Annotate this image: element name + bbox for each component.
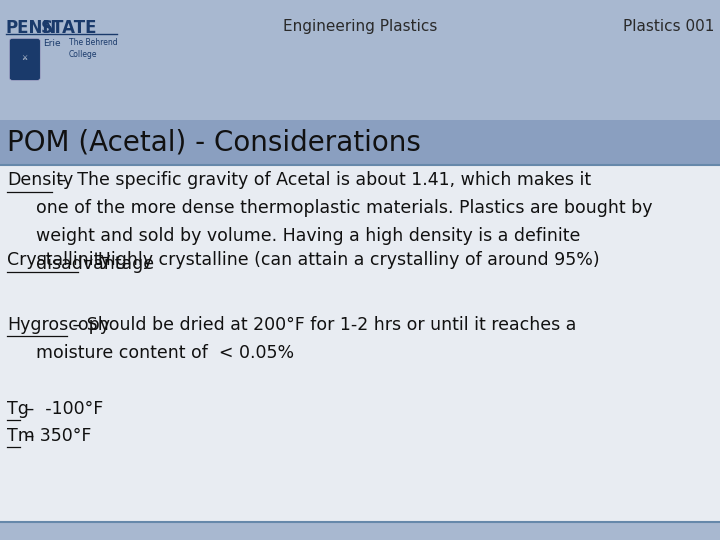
- Text: Erie: Erie: [43, 39, 60, 48]
- Text: ⚔: ⚔: [22, 55, 27, 62]
- Text: – Highly crystalline (can attain a crystalliny of around 95%): – Highly crystalline (can attain a cryst…: [78, 251, 599, 269]
- Bar: [0, 0, 720, 120]
- Text: – 350°F: – 350°F: [20, 427, 91, 444]
- Text: Hygroscopy: Hygroscopy: [7, 316, 110, 334]
- Text: PENN: PENN: [6, 19, 57, 37]
- Text: Crystallinity: Crystallinity: [7, 251, 111, 269]
- Text: Engineering Plastics: Engineering Plastics: [283, 19, 437, 34]
- Text: Tm: Tm: [7, 427, 35, 444]
- Text: Plastics 001: Plastics 001: [623, 19, 714, 34]
- Text: – Should be dried at 200°F for 1-2 hrs or until it reaches a: – Should be dried at 200°F for 1-2 hrs o…: [67, 316, 576, 334]
- Bar: [0, 120, 720, 165]
- Text: disadvantage: disadvantage: [36, 255, 154, 273]
- Text: Density: Density: [7, 171, 73, 189]
- Text: STATE: STATE: [40, 19, 96, 37]
- Bar: [0, 165, 720, 522]
- Text: moisture content of  < 0.05%: moisture content of < 0.05%: [36, 344, 294, 362]
- Bar: [0, 522, 720, 540]
- Text: –  The specific gravity of Acetal is about 1.41, which makes it: – The specific gravity of Acetal is abou…: [52, 171, 591, 189]
- FancyBboxPatch shape: [9, 38, 40, 80]
- Text: The Behrend
College: The Behrend College: [69, 38, 118, 59]
- Text: weight and sold by volume. Having a high density is a definite: weight and sold by volume. Having a high…: [36, 227, 580, 245]
- Text: one of the more dense thermoplastic materials. Plastics are bought by: one of the more dense thermoplastic mate…: [36, 199, 652, 217]
- Text: POM (Acetal) - Considerations: POM (Acetal) - Considerations: [7, 129, 421, 156]
- Text: –  -100°F: – -100°F: [20, 400, 104, 417]
- Text: Tg: Tg: [7, 400, 29, 417]
